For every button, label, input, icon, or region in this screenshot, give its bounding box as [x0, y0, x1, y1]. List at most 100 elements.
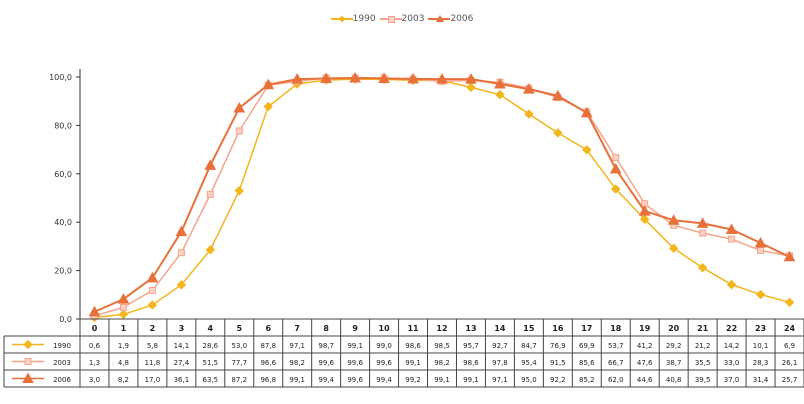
data-point	[699, 229, 707, 237]
table-cell: 98,5	[434, 342, 450, 350]
table-cell: 85,6	[579, 359, 595, 367]
data-point	[465, 73, 477, 84]
series-2006	[88, 71, 796, 317]
series-line	[94, 76, 790, 313]
table-cell: 87,8	[260, 342, 276, 350]
data-point	[117, 293, 130, 304]
y-tick-label: 0,0	[59, 315, 72, 324]
table-cell: 14,2	[724, 342, 740, 350]
data-point	[146, 271, 159, 283]
table-cell: 96,8	[260, 376, 276, 384]
legend-label: 2003	[401, 14, 425, 24]
data-point	[466, 82, 476, 93]
table-cell: 31,4	[753, 376, 769, 384]
data-point	[88, 305, 101, 317]
table-cell: 99,4	[318, 376, 334, 384]
table-header-cell: 4	[208, 324, 214, 333]
table-header-cell: 15	[523, 324, 535, 333]
table-cell: 99,6	[318, 359, 334, 367]
data-point	[524, 109, 534, 119]
data-point	[582, 145, 592, 155]
table-cell: 99,0	[376, 342, 392, 350]
table-header-cell: 1	[121, 324, 127, 333]
data-point	[580, 106, 593, 118]
legend-marker	[379, 15, 402, 23]
table-cell: 97,1	[289, 342, 305, 350]
data-point	[147, 300, 158, 310]
table-cell: 99,1	[347, 342, 363, 350]
table-cell: 98,6	[405, 342, 421, 350]
table-header-cell: 3	[179, 324, 185, 333]
data-point	[148, 286, 156, 294]
row-series-name: 1990	[53, 342, 71, 350]
table-header-cell: 12	[436, 324, 447, 333]
table-cell: 62,0	[608, 376, 624, 384]
table-cell: 33,0	[724, 359, 740, 367]
data-point	[262, 78, 275, 90]
table-cell: 6,9	[784, 342, 795, 350]
table-cell: 29,2	[666, 342, 682, 350]
table-cell: 0,6	[89, 342, 101, 350]
table-cell: 85,2	[579, 376, 595, 384]
data-point	[436, 73, 448, 84]
table-cell: 96,6	[260, 359, 276, 367]
table-cell: 28,3	[753, 359, 769, 367]
data-point	[494, 77, 506, 89]
data-point	[205, 245, 216, 255]
table-cell: 84,7	[521, 342, 537, 350]
table-cell: 95,0	[521, 376, 537, 384]
table-cell: 51,5	[203, 359, 219, 367]
data-point	[204, 159, 217, 170]
table-header-cell: 9	[352, 324, 358, 333]
data-point	[638, 205, 651, 216]
table-header-cell: 21	[697, 324, 709, 333]
table-cell: 97,1	[492, 376, 508, 384]
table-cell: 98,7	[318, 342, 334, 350]
data-point	[551, 89, 564, 101]
y-tick-label: 20,0	[54, 267, 72, 276]
table-header-cell: 24	[784, 324, 796, 333]
table-cell: 92,7	[492, 342, 508, 350]
table-cell: 39,5	[695, 376, 711, 384]
data-point	[378, 72, 390, 83]
table-header-cell: 10	[379, 324, 391, 333]
legend-label: 1990	[352, 14, 376, 24]
legend-item: 2003	[379, 14, 425, 24]
data-point	[407, 72, 419, 84]
table-cell: 8,2	[118, 376, 129, 384]
row-series-name: 2003	[53, 359, 71, 367]
data-point	[668, 243, 679, 254]
row-key-marker	[23, 339, 33, 350]
table-cell: 26,1	[782, 359, 798, 367]
y-tick-label: 40,0	[54, 218, 72, 227]
table-cell: 17,0	[145, 376, 161, 384]
data-point	[612, 154, 620, 162]
y-tick-label: 100,0	[49, 73, 72, 82]
table-cell: 91,5	[550, 359, 566, 367]
table-header-cell: 8	[323, 324, 329, 333]
data-point	[757, 247, 765, 255]
data-point	[553, 128, 563, 138]
data-point	[728, 235, 736, 243]
table-cell: 41,2	[637, 342, 653, 350]
table-cell: 95,4	[521, 359, 537, 367]
table-cell: 98,6	[463, 359, 479, 367]
data-point	[234, 186, 244, 196]
legend-label: 2006	[450, 14, 474, 24]
data-table: 0 1 2 3 4 5 6 7 8 9 10 11 12 13 14 15 16 17 18 19 20 21 22 23 24…	[3, 318, 804, 388]
table-cell: 14,1	[174, 342, 190, 350]
table-cell: 63,5	[203, 376, 219, 384]
table-header-cell: 22	[726, 324, 737, 333]
data-point	[755, 289, 766, 300]
legend-marker	[428, 14, 451, 23]
table-header-cell: 5	[236, 324, 242, 333]
table-cell: 98,2	[434, 359, 450, 367]
data-point	[667, 214, 680, 225]
data-point	[726, 279, 737, 290]
data-point	[611, 184, 621, 194]
data-point	[784, 297, 795, 308]
y-tick-label: 80,0	[54, 121, 72, 130]
table-cell: 37,0	[724, 376, 740, 384]
table-header-cell: 19	[639, 324, 651, 333]
